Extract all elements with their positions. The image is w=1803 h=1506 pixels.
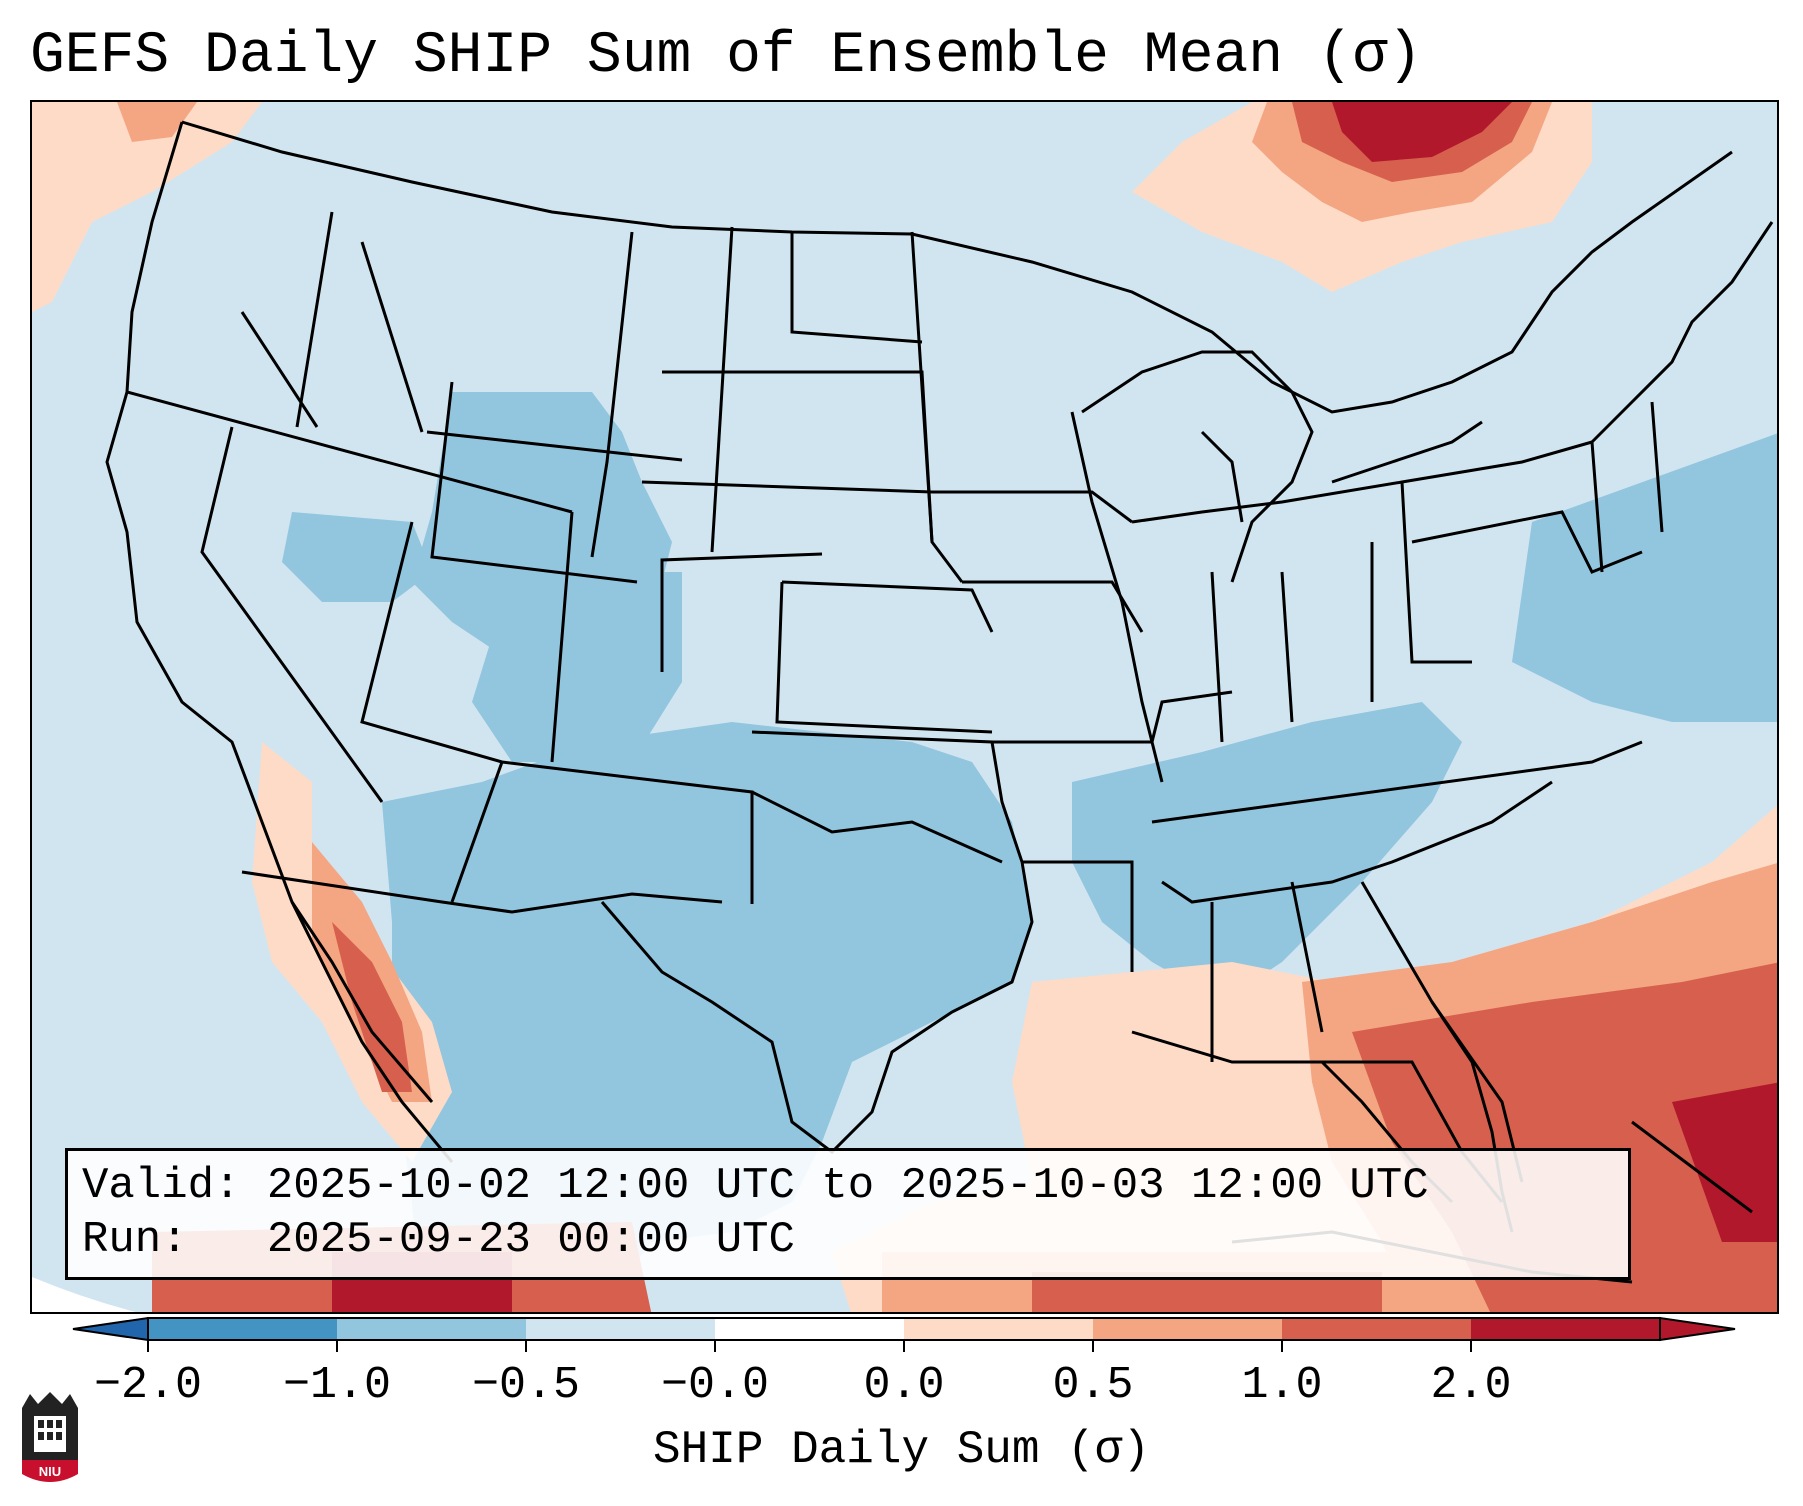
boundary-lines [105, 120, 1774, 1284]
colorbar-segments [72, 1316, 1736, 1352]
colorbar-outline [147, 1317, 1661, 1341]
colorbar-extend-high [1659, 1316, 1736, 1342]
colorbar-extend-low [72, 1316, 149, 1342]
run-label: Run: [82, 1215, 188, 1265]
colorbar-tick-label: −0.0 [660, 1360, 770, 1411]
field-shading [32, 102, 1777, 1312]
valid-value: 2025-10-02 12:00 UTC to 2025-10-03 12:00… [266, 1161, 1429, 1211]
niu-logo-text: NIU [39, 1464, 61, 1479]
colorbar-segment [1282, 1318, 1472, 1340]
valid-label: Valid: [82, 1161, 241, 1211]
map-panel [30, 100, 1779, 1314]
colorbar-segment [526, 1318, 716, 1340]
forecast-map [32, 102, 1777, 1312]
colorbar-segment [715, 1318, 905, 1340]
colorbar-tick-label: 1.0 [1241, 1360, 1323, 1411]
niu-logo: NIU [22, 1392, 78, 1482]
colorbar-segment [337, 1318, 527, 1340]
colorbar-segment [1471, 1318, 1661, 1340]
colorbar-segment [1093, 1318, 1283, 1340]
page-title: GEFS Daily SHIP Sum of Ensemble Mean (σ) [30, 24, 1423, 89]
colorbar-tick-label: 0.5 [1052, 1360, 1134, 1411]
colorbar-tick-label: −2.0 [93, 1360, 203, 1411]
colorbar-label: SHIP Daily Sum (σ) [653, 1424, 1150, 1476]
run-value: 2025-09-23 00:00 UTC [266, 1215, 795, 1265]
colorbar-tick-label: 0.0 [863, 1360, 945, 1411]
colorbar-segment [904, 1318, 1094, 1340]
colorbar-tick-label: −0.5 [471, 1360, 581, 1411]
valid-run-info-box: Valid: 2025-10-02 12:00 UTC to 2025-10-0… [65, 1148, 1631, 1280]
colorbar-tick-label: 2.0 [1430, 1360, 1512, 1411]
colorbar-tick-label: −1.0 [282, 1360, 392, 1411]
colorbar-segment [148, 1318, 338, 1340]
